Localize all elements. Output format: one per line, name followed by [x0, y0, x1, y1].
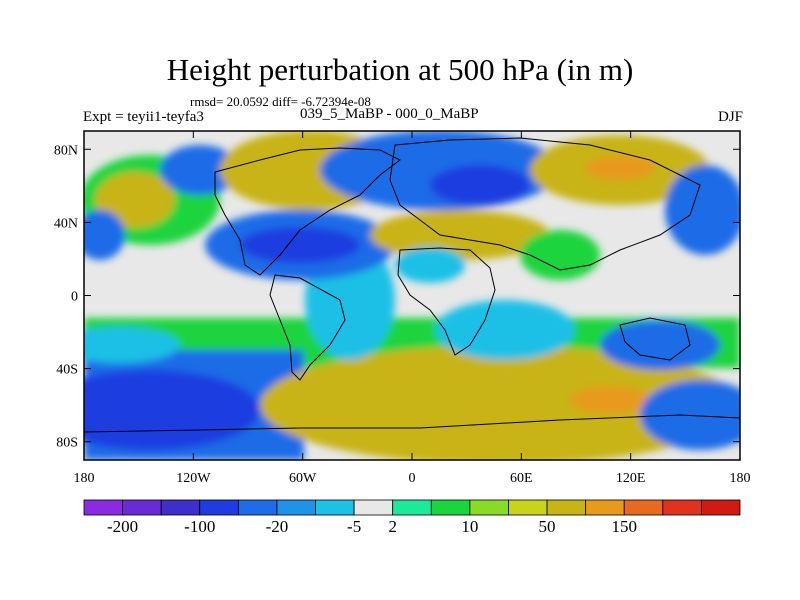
contour-northeast-blue — [665, 165, 740, 255]
period-label: 039_5_MaBP - 000_0_MaBP — [300, 106, 479, 122]
colorbar-swatch — [83, 499, 123, 516]
contour-northpacific-deep-blue — [240, 227, 360, 263]
antarctica-outline — [84, 414, 740, 433]
north-america-outline — [214, 147, 401, 276]
contour-dateline-blue — [84, 210, 125, 260]
lat-tick-label: 80N — [54, 143, 78, 158]
contour-northeast-orange — [585, 156, 655, 180]
lat-tick-label: 0 — [71, 290, 78, 305]
contour-indian-blue — [600, 320, 720, 370]
contour-africa-cyan — [435, 300, 575, 360]
colorbar-label: -5 — [347, 517, 361, 536]
season-label: DJF — [717, 109, 743, 125]
contour-northwest-yellow — [95, 172, 175, 228]
colorbar-swatch — [508, 499, 548, 516]
colorbar-swatch — [623, 499, 664, 516]
colorbar-swatch — [662, 499, 702, 516]
contour-southpacific-cyan — [84, 327, 180, 363]
colorbar-label: -200 — [107, 517, 138, 536]
colorbar-swatch — [315, 499, 355, 516]
colorbar-label: 150 — [611, 517, 637, 536]
colorbar-swatch — [122, 499, 162, 516]
coastlines — [84, 137, 740, 433]
contour-southern-yellow — [260, 345, 740, 460]
lon-tick-label: 0 — [409, 471, 416, 486]
eurasia-outline — [389, 137, 701, 271]
lon-tick-label: 120E — [616, 471, 646, 486]
contour-asia-green — [520, 230, 600, 280]
colorbar-label: 2 — [388, 517, 397, 536]
australia-outline — [619, 317, 691, 361]
contour-eurasia-yellow — [370, 210, 550, 260]
contour-atlantic-cyan — [395, 247, 465, 283]
stats-label: rmsd= 20.0592 diff= -6.72394e-08 — [190, 94, 371, 109]
lat-tick-label: 80S — [56, 436, 78, 451]
colorbar-label: -100 — [184, 517, 215, 536]
colorbar-swatch — [199, 499, 239, 516]
contour-arctic-blue — [320, 131, 560, 210]
lon-tick-label: 180 — [74, 471, 95, 486]
contour-southeast-blue — [640, 380, 740, 450]
south-america-outline — [269, 274, 346, 381]
colorbar-swatch — [469, 499, 509, 516]
lon-tick-label: 180 — [730, 471, 751, 486]
contour-eurasia-deep-blue — [430, 165, 530, 205]
contour-field — [84, 131, 740, 460]
colorbar-label: 50 — [539, 517, 556, 536]
colorbar-swatch — [546, 499, 587, 516]
colorbar-swatch — [353, 499, 394, 516]
colorbar-swatch — [160, 499, 201, 516]
colorbar-swatch — [392, 499, 432, 516]
contour-northwest-blue — [160, 145, 240, 195]
colorbar-swatch — [430, 499, 471, 516]
colorbar: -200 -100 -20 -5 2 10 50 150 — [83, 499, 741, 536]
map-title: Height perturbation at 500 hPa (in m) — [166, 52, 634, 87]
colorbar-label: 10 — [461, 517, 478, 536]
experiment-label: Expt = teyii1-teyfa3 — [83, 109, 204, 125]
africa-outline — [397, 247, 496, 356]
lon-tick-label: 120W — [176, 471, 211, 486]
contour-southern-orange — [570, 386, 650, 414]
lon-tick-label: 60W — [289, 471, 317, 486]
colorbar-swatch — [276, 499, 316, 516]
lon-tick-label: 60E — [510, 471, 533, 486]
colorbar-label: -20 — [266, 517, 289, 536]
colorbar-swatch — [585, 499, 625, 516]
colorbar-swatch — [237, 499, 278, 516]
colorbar-swatch — [701, 499, 741, 516]
lat-tick-label: 40N — [54, 216, 78, 231]
axis-ticks: 80N 40N 0 40S 80S 180 120W 60W 0 60E 120E 180 — [54, 131, 751, 486]
lat-tick-label: 40S — [56, 363, 78, 378]
